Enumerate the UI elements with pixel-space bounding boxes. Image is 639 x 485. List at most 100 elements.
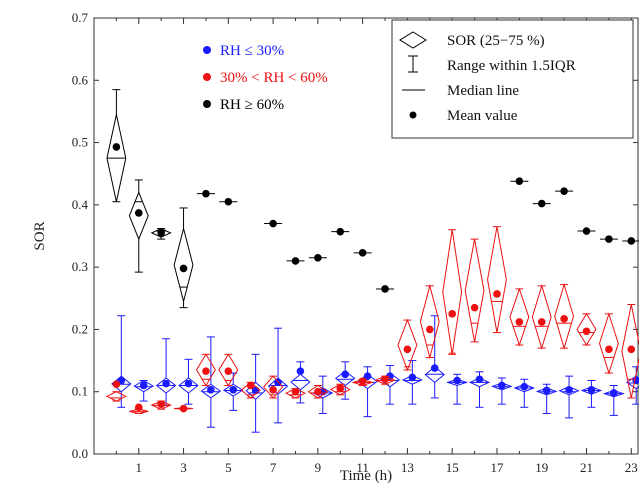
iqr-diamond-s1-h6 bbox=[240, 381, 261, 399]
iqr-diamond-s1-h4 bbox=[195, 353, 216, 387]
group-legend-marker-0 bbox=[203, 46, 211, 54]
iqr-diamond-s0-h17 bbox=[491, 382, 513, 391]
iqr-diamond-s0-h15 bbox=[446, 378, 469, 387]
mean-point-s0-h14 bbox=[430, 364, 439, 372]
x-tick-label-0: 1 bbox=[136, 460, 143, 475]
iqr-diamond-s0-h2 bbox=[155, 377, 177, 394]
iqr-diamond-s0-h10 bbox=[334, 370, 356, 387]
mean-point-s0-h15 bbox=[453, 376, 461, 385]
series-0 bbox=[111, 315, 639, 433]
legend-label-1: Range within 1.5IQR bbox=[447, 58, 576, 74]
x-tick-label-11: 23 bbox=[625, 460, 638, 475]
y-axis-label: SOR bbox=[32, 221, 48, 250]
group-legend-label-1: 30% < RH < 60% bbox=[220, 70, 328, 86]
x-tick-label-5: 11 bbox=[356, 460, 369, 475]
mean-point-s1-h21 bbox=[582, 327, 591, 336]
iqr-diamond-s0-h18 bbox=[513, 383, 536, 393]
series-2 bbox=[106, 89, 639, 309]
iqr-diamond-s0-h20 bbox=[558, 386, 580, 396]
mean-point-s0-h1 bbox=[139, 381, 148, 390]
iqr-diamond-s1-h17 bbox=[487, 226, 507, 333]
mean-point-s1-h3 bbox=[179, 404, 188, 413]
iqr-diamond-s2-h0 bbox=[106, 114, 127, 202]
iqr-diamond-s1-h18 bbox=[509, 287, 530, 347]
iqr-diamond-s1-h19 bbox=[531, 284, 552, 350]
y-tick-label-7: 0.7 bbox=[72, 10, 89, 25]
mean-point-s0-h18 bbox=[520, 382, 529, 391]
iqr-diamond-s1-h15 bbox=[442, 229, 463, 355]
iqr-diamond-s1-h21 bbox=[576, 312, 597, 346]
iqr-diamond-s0-h21 bbox=[580, 386, 603, 395]
mean-point-s1-h1 bbox=[134, 403, 143, 412]
iqr-diamond-s1-h13 bbox=[397, 318, 418, 372]
mean-point-s2-h19 bbox=[537, 199, 546, 208]
iqr-diamond-s0-h4 bbox=[200, 383, 222, 399]
x-tick-label-7: 15 bbox=[446, 460, 459, 475]
iqr-diamond-s2-h1 bbox=[128, 191, 149, 241]
iqr-diamond-s0-h16 bbox=[468, 377, 491, 388]
series-1 bbox=[105, 226, 639, 415]
mean-point-s1-h18 bbox=[515, 318, 524, 326]
iqr-diamond-s0-h23 bbox=[625, 375, 639, 390]
legend-box: SOR (25−75 %) Range within 1.5IQR Median… bbox=[391, 19, 634, 139]
x-axis: 1 3 5 7 9 11 13 15 17 19 21 23 bbox=[115, 18, 638, 475]
y-tick-label-6: 0.6 bbox=[72, 72, 89, 87]
iqr-diamond-s1-h12 bbox=[374, 375, 396, 385]
iqr-diamond-s0-h8 bbox=[290, 373, 311, 391]
iqr-diamond-s1-h22 bbox=[598, 312, 619, 375]
mean-point-s2-h3 bbox=[179, 264, 188, 273]
iqr-diamond-s0-h13 bbox=[401, 374, 423, 385]
iqr-diamond-s0-h3 bbox=[178, 377, 199, 394]
mean-point-s2-h21 bbox=[582, 227, 591, 235]
iqr-diamond-s1-h5 bbox=[218, 353, 239, 387]
mean-point-s0-h5 bbox=[229, 386, 238, 394]
mean-point-s2-h0 bbox=[112, 143, 121, 151]
iqr-diamond-s1-h20 bbox=[554, 282, 575, 350]
mean-point-s1-h9 bbox=[314, 387, 322, 396]
iqr-diamond-s1-h23 bbox=[621, 304, 639, 399]
iqr-diamond-s0-h14 bbox=[424, 366, 445, 384]
mean-point-s1-h19 bbox=[537, 318, 546, 326]
mean-point-s2-h18 bbox=[515, 177, 524, 185]
iqr-diamond-s0-h19 bbox=[535, 387, 558, 396]
legend-symbol-whisker bbox=[408, 55, 418, 73]
iqr-diamond-s1-h11 bbox=[351, 378, 374, 387]
mean-point-s1-h5 bbox=[224, 367, 233, 375]
mean-point-s0-h10 bbox=[341, 370, 349, 379]
legend-symbol-mean bbox=[409, 111, 417, 119]
legend-label-2: Median line bbox=[447, 83, 519, 99]
mean-point-s2-h2 bbox=[157, 229, 165, 237]
mean-point-s2-h22 bbox=[605, 235, 613, 243]
group-legend-label-0: RH ≤ 30% bbox=[220, 43, 284, 59]
mean-point-s1-h15 bbox=[448, 310, 456, 318]
legend-label-0: SOR (25−75 %) bbox=[447, 33, 545, 49]
iqr-diamond-s1-h9 bbox=[307, 384, 329, 399]
mean-point-s0-h19 bbox=[542, 386, 551, 395]
group-legend-label-2: RH ≥ 60% bbox=[220, 97, 284, 113]
iqr-diamond-s1-h16 bbox=[464, 239, 485, 342]
y-axis: 0.0 0.1 0.2 0.3 0.4 0.5 0.6 0.7 bbox=[72, 10, 638, 461]
mean-point-s2-h8 bbox=[291, 257, 300, 265]
iqr-diamond-s1-h2 bbox=[150, 400, 172, 410]
mean-point-s1-h12 bbox=[381, 375, 389, 384]
legend-label-3: Mean value bbox=[447, 108, 518, 124]
mean-point-s0-h21 bbox=[587, 386, 596, 394]
x-tick-label-2: 5 bbox=[225, 460, 232, 475]
iqr-diamond-s0-h1 bbox=[133, 379, 155, 393]
mean-point-s2-h23 bbox=[627, 237, 636, 245]
iqr-diamond-s0-h7 bbox=[267, 377, 289, 395]
mean-point-s1-h10 bbox=[336, 384, 345, 393]
mean-point-s1-h11 bbox=[358, 377, 367, 385]
mean-point-s0-h16 bbox=[475, 375, 484, 384]
mean-point-s2-h11 bbox=[358, 249, 367, 257]
mean-point-s2-h20 bbox=[560, 187, 568, 195]
group-legend: RH ≤ 30% 30% < RH < 60% RH ≥ 60% bbox=[203, 43, 328, 113]
mean-point-s2-h4 bbox=[202, 189, 210, 198]
x-tick-label-4: 9 bbox=[315, 460, 322, 475]
iqr-diamond-s2-h2 bbox=[150, 227, 172, 238]
group-legend-marker-1 bbox=[203, 73, 211, 81]
mean-point-s1-h23 bbox=[627, 345, 636, 354]
y-tick-label-1: 0.1 bbox=[72, 384, 88, 399]
mean-point-s2-h7 bbox=[269, 219, 277, 228]
